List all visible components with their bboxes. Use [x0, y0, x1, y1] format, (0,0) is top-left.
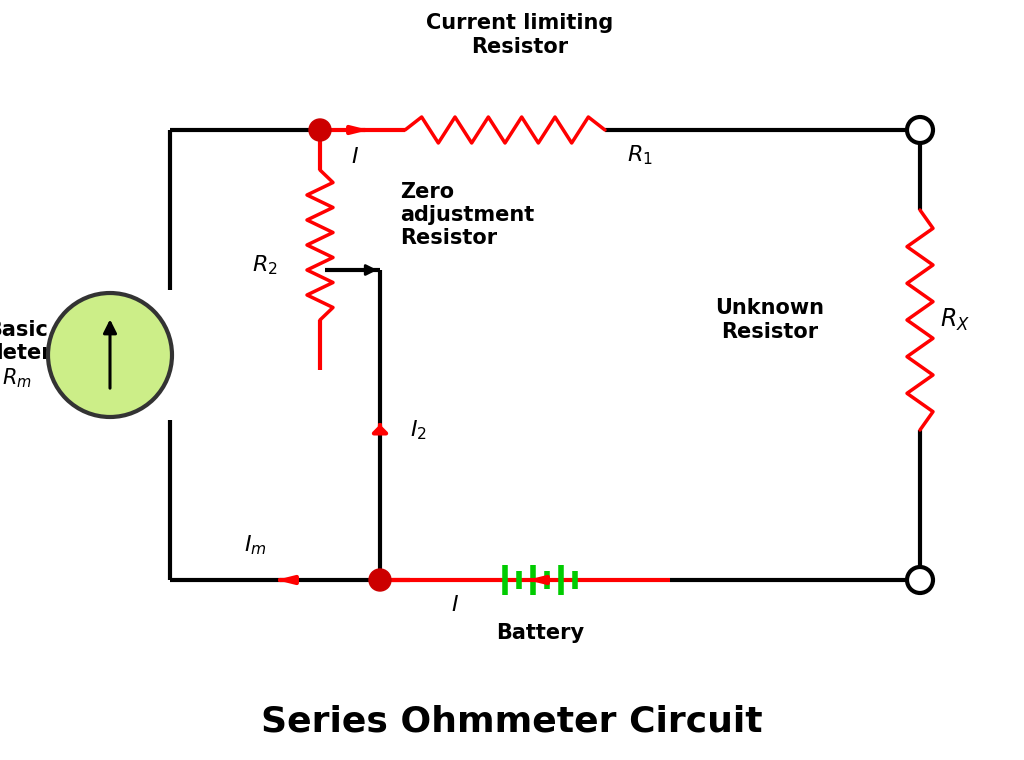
Text: $I_m$: $I_m$ — [244, 534, 266, 557]
Text: $R_2$: $R_2$ — [252, 253, 278, 277]
Text: Series Ohmmeter Circuit: Series Ohmmeter Circuit — [261, 705, 763, 739]
Text: Zero
adjustment
Resistor: Zero adjustment Resistor — [400, 182, 535, 249]
Circle shape — [309, 119, 331, 141]
Text: $I$: $I$ — [351, 147, 359, 167]
Circle shape — [907, 567, 933, 593]
Circle shape — [48, 293, 172, 417]
Text: $I_2$: $I_2$ — [410, 418, 427, 442]
Text: Unknown
Resistor: Unknown Resistor — [716, 299, 824, 341]
Text: $R_X$: $R_X$ — [940, 307, 970, 333]
Circle shape — [907, 117, 933, 143]
Circle shape — [369, 569, 391, 591]
Text: $R_1$: $R_1$ — [627, 143, 653, 166]
Text: Current limiting
Resistor: Current limiting Resistor — [426, 14, 613, 56]
Text: Basic
Meter
$R_m$: Basic Meter $R_m$ — [0, 320, 52, 390]
Text: Battery: Battery — [496, 623, 584, 643]
Text: $I$: $I$ — [451, 595, 459, 615]
